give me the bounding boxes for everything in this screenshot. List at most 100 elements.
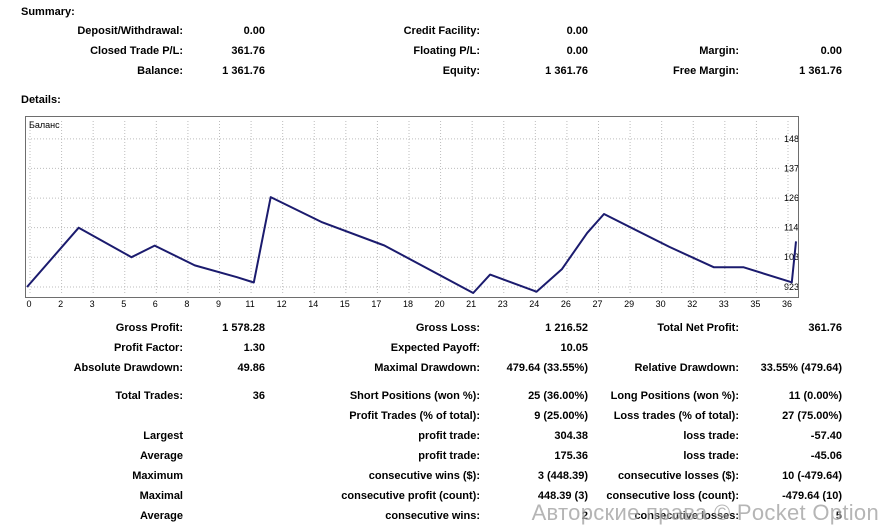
floating-pl-value: 0.00 (566, 45, 588, 57)
x-tick-label: 5 (121, 299, 127, 309)
total-net-profit-value: 361.76 (808, 322, 842, 334)
summary-title: Summary: (21, 6, 75, 18)
largest-profit-trade-label: profit trade: (418, 430, 480, 442)
max-consecutive-wins-value: 3 (448.39) (537, 470, 588, 482)
x-tick-label: 36 (781, 299, 792, 309)
x-tick-label: 12 (276, 299, 287, 309)
average-consecutive-losses-value: 5 (835, 510, 842, 522)
x-tick-label: 3 (89, 299, 95, 309)
margin-value: 0.00 (820, 45, 842, 57)
x-tick-label: 32 (687, 299, 698, 309)
y-tick-label: 923 (784, 282, 798, 292)
largest-label: Largest (143, 430, 183, 442)
closed-pl-label: Closed Trade P/L: (90, 45, 183, 57)
profit-trades-value: 9 (25.00%) (534, 410, 588, 422)
chart-title: Баланс (29, 120, 60, 130)
x-tick-label: 21 (466, 299, 477, 309)
x-tick-label: 2 (58, 299, 64, 309)
average-loss-trade-value: -45.06 (810, 450, 842, 462)
profit-factor-value: 1.30 (243, 342, 265, 354)
average-loss-trade-label: loss trade: (683, 450, 739, 462)
x-tick-label: 9 (215, 299, 221, 309)
x-tick-label: 17 (371, 299, 382, 309)
x-tick-label: 26 (560, 299, 571, 309)
max-consecutive-wins-label: consecutive wins ($): (368, 470, 480, 482)
total-net-profit-label: Total Net Profit: (657, 322, 739, 334)
details-title: Details: (21, 94, 61, 106)
balance-label: Balance: (137, 65, 183, 77)
equity-label: Equity: (442, 65, 480, 77)
watermark: Авторские права © Pocket Option (531, 500, 879, 525)
average-consecutive-wins-value: 2 (581, 510, 588, 522)
x-tick-label: 0 (26, 299, 32, 309)
y-tick-label: 1373 (784, 163, 798, 173)
closed-pl-value: 361.76 (231, 45, 265, 57)
average-profit-trade-value: 175.36 (554, 450, 588, 462)
short-positions-value: 25 (36.00%) (528, 390, 588, 402)
total-trades-label: Total Trades: (115, 390, 183, 402)
long-positions-value: 11 (0.00%) (788, 390, 842, 402)
relative-drawdown-label: Relative Drawdown: (634, 362, 739, 374)
profit-trades-label: Profit Trades (% of total): (349, 410, 480, 422)
expected-payoff-label: Expected Payoff: (390, 342, 480, 354)
balance-chart-svg: 1485 1373 1260 1148 1036 923 (26, 121, 798, 294)
x-tick-label: 24 (529, 299, 540, 309)
credit-value: 0.00 (566, 25, 588, 37)
y-tick-label: 1036 (784, 252, 798, 262)
largest-loss-trade-label: loss trade: (683, 430, 739, 442)
absolute-drawdown-value: 49.86 (237, 362, 265, 374)
gross-profit-label: Gross Profit: (115, 322, 183, 334)
gross-loss-value: 1 216.52 (545, 322, 588, 334)
free-margin-value: 1 361.76 (799, 65, 842, 77)
maximal-consecutive-profit-value: 448.39 (3) (537, 490, 588, 502)
average-consecutive-label: Average (139, 510, 183, 522)
average-label: Average (139, 450, 183, 462)
balance-value: 1 361.76 (222, 65, 265, 77)
credit-label: Credit Facility: (403, 25, 480, 37)
x-tick-label: 14 (308, 299, 319, 309)
maximal-consecutive-profit-label: consecutive profit (count): (341, 490, 480, 502)
x-tick-label: 11 (245, 299, 255, 309)
largest-loss-trade-value: -57.40 (810, 430, 842, 442)
maximal-consecutive-loss-label: consecutive loss (count): (606, 490, 739, 502)
max-consecutive-losses-label: consecutive losses ($): (617, 470, 739, 482)
x-tick-label: 30 (655, 299, 666, 309)
long-positions-label: Long Positions (won %): (610, 390, 739, 402)
short-positions-label: Short Positions (won %): (349, 390, 480, 402)
equity-value: 1 361.76 (545, 65, 588, 77)
profit-factor-label: Profit Factor: (113, 342, 183, 354)
x-tick-label: 23 (497, 299, 508, 309)
relative-drawdown-value: 33.55% (479.64) (760, 362, 842, 374)
max-consecutive-losses-value: 10 (-479.64) (782, 470, 842, 482)
loss-trades-value: 27 (75.00%) (782, 410, 842, 422)
x-tick-label: 29 (624, 299, 635, 309)
x-tick-label: 35 (750, 299, 761, 309)
y-tick-label: 1260 (784, 193, 798, 203)
maximal-drawdown-value: 479.64 (33.55%) (506, 362, 588, 374)
largest-profit-trade-value: 304.38 (554, 430, 588, 442)
y-tick-label: 1485 (784, 134, 798, 144)
balance-line (26, 196, 797, 294)
average-profit-trade-label: profit trade: (418, 450, 480, 462)
x-tick-label: 6 (152, 299, 158, 309)
total-trades-value: 36 (252, 390, 265, 402)
x-tick-label: 33 (718, 299, 729, 309)
margin-label: Margin: (699, 45, 739, 57)
average-consecutive-wins-label: consecutive wins: (385, 510, 480, 522)
maximum-label: Maximum (132, 470, 183, 482)
maximal-label: Maximal (139, 490, 183, 502)
floating-pl-label: Floating P/L: (413, 45, 480, 57)
x-tick-label: 8 (184, 299, 190, 309)
deposit-value: 0.00 (243, 25, 265, 37)
gross-loss-label: Gross Loss: (415, 322, 480, 334)
maximal-consecutive-loss-value: -479.64 (10) (782, 490, 842, 502)
gross-profit-value: 1 578.28 (222, 322, 265, 334)
deposit-label: Deposit/Withdrawal: (77, 25, 183, 37)
balance-chart: 1485 1373 1260 1148 1036 923 Баланс (25, 116, 799, 298)
maximal-drawdown-label: Maximal Drawdown: (374, 362, 480, 374)
loss-trades-label: Loss trades (% of total): (613, 410, 739, 422)
absolute-drawdown-label: Absolute Drawdown: (73, 362, 183, 374)
x-tick-label: 20 (434, 299, 445, 309)
y-tick-label: 1148 (784, 223, 798, 233)
x-tick-label: 18 (402, 299, 413, 309)
